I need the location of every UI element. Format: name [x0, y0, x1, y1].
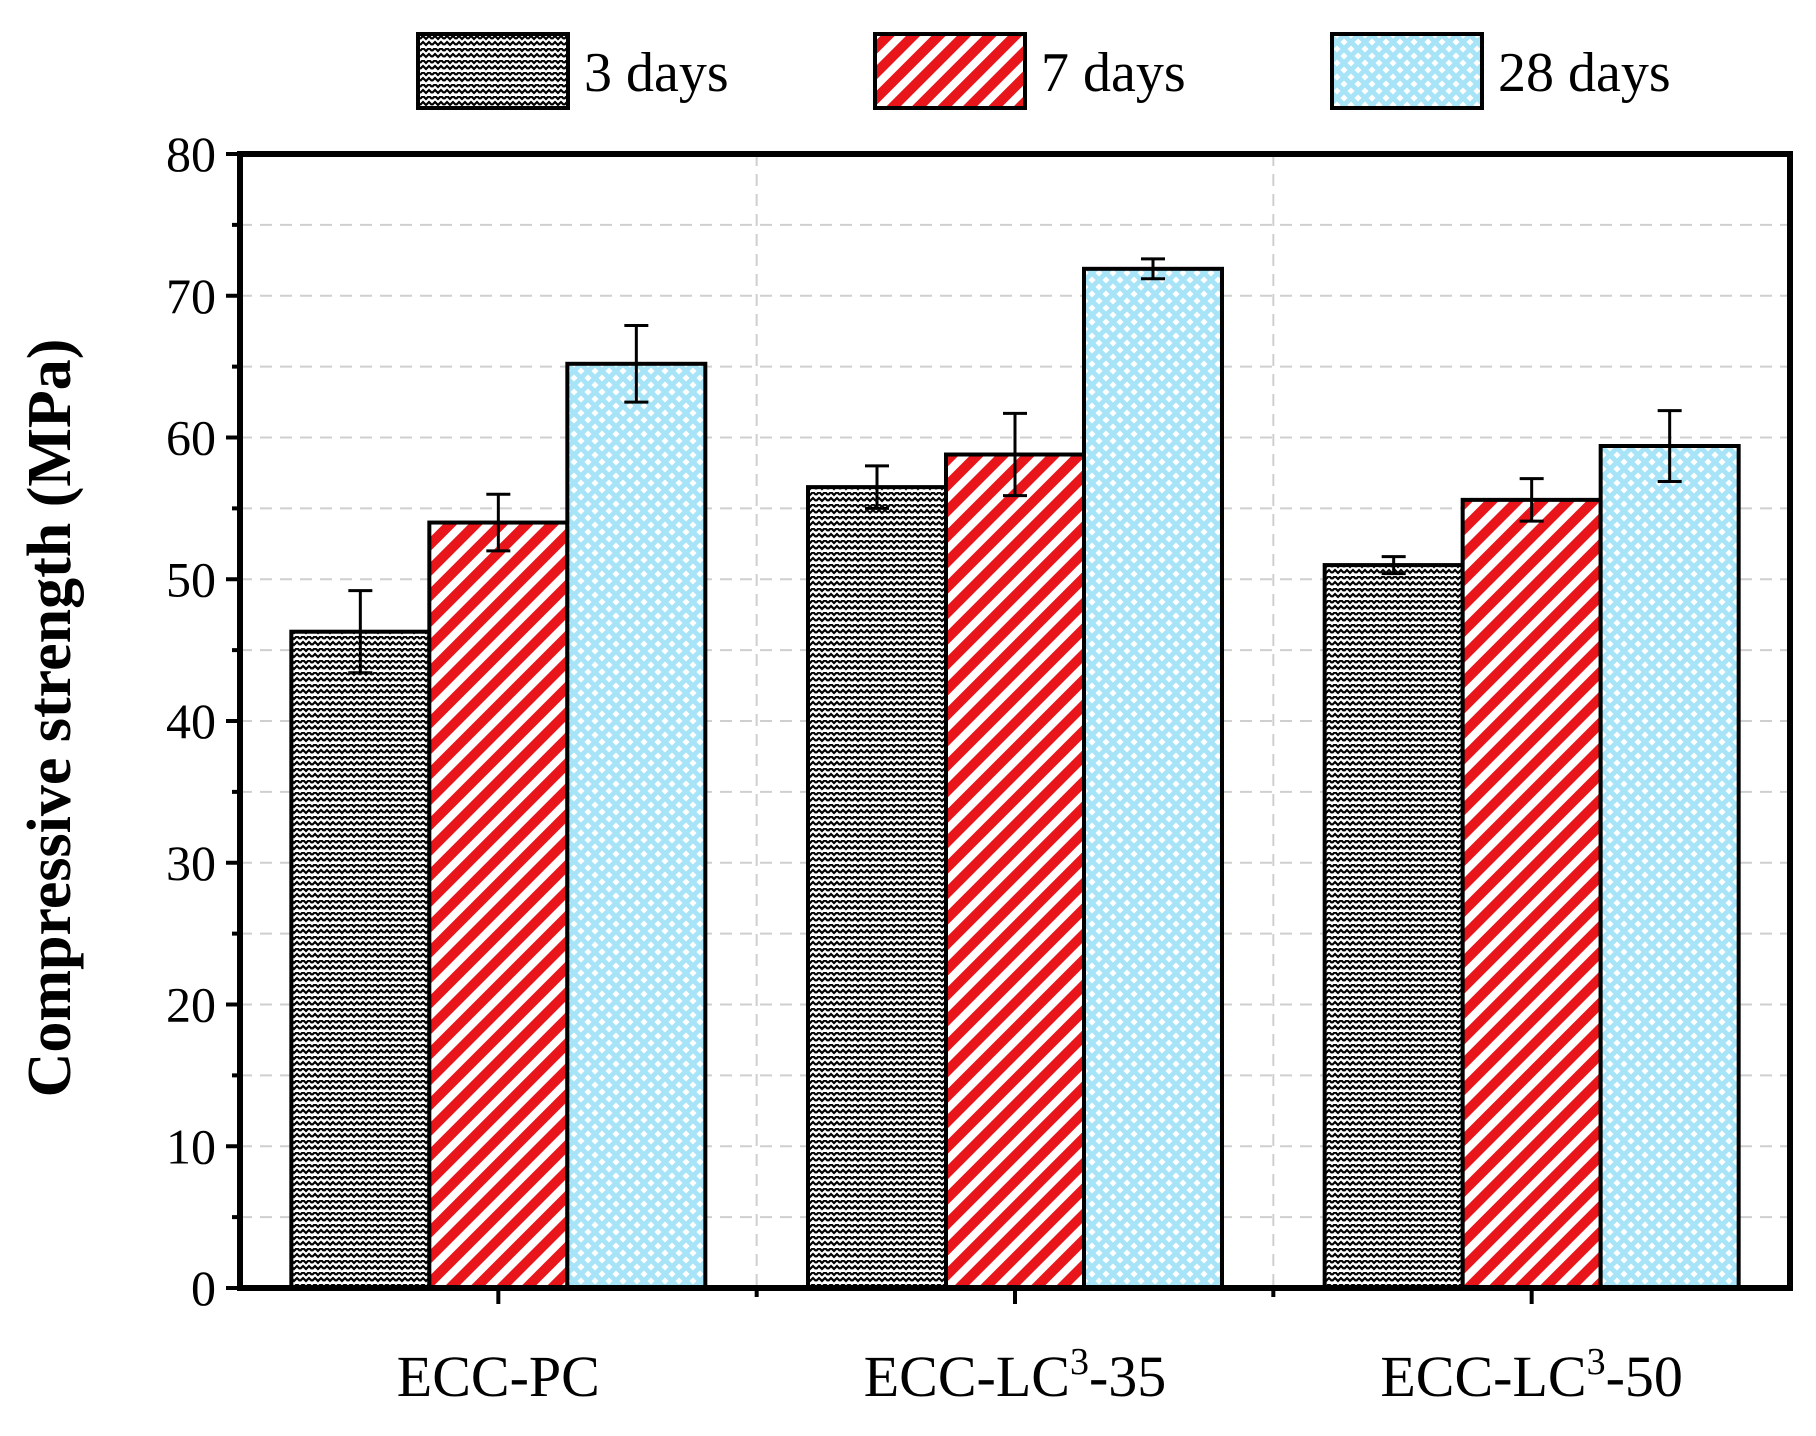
- bar: [1322, 563, 1465, 1290]
- legend-item: 28 days: [1330, 32, 1671, 110]
- x-category-label: ECC-LC3-35: [864, 1341, 1167, 1409]
- legend-label: 3 days: [584, 42, 729, 104]
- bar: [427, 520, 570, 1290]
- y-tick-label: 70: [166, 268, 216, 324]
- axes: 0 10 20 30 40 50 60 70 80 ECC-PC ECC-LC3-35 ECC-LC3…: [166, 126, 1793, 1409]
- legend: 3 days 7 days 28 days: [416, 32, 1671, 110]
- y-tick-label: 30: [166, 835, 216, 891]
- y-tick-label: 20: [166, 977, 216, 1033]
- y-tick-label: 50: [166, 551, 216, 607]
- y-tick-label: 80: [166, 126, 216, 182]
- y-tick-label: 40: [166, 693, 216, 749]
- bar: [944, 452, 1086, 1290]
- bar: [565, 361, 708, 1291]
- bar: [1460, 497, 1603, 1290]
- bar: [1598, 444, 1741, 1290]
- bars: [289, 257, 1741, 1291]
- y-tick-label: 10: [166, 1118, 216, 1174]
- bar: [289, 629, 432, 1290]
- legend-label: 7 days: [1041, 42, 1186, 104]
- bar: [1082, 266, 1224, 1290]
- y-axis-label: Compressive strength (MPa): [16, 339, 84, 1098]
- legend-swatch: [873, 32, 1027, 110]
- y-tick-label: 0: [191, 1260, 216, 1316]
- x-category-label: ECC-PC: [397, 1344, 600, 1409]
- legend-label: 28 days: [1498, 42, 1671, 104]
- legend-swatch: [416, 32, 570, 110]
- legend-item: 3 days: [416, 32, 729, 110]
- y-tick-label: 60: [166, 410, 216, 466]
- legend-item: 7 days: [873, 32, 1186, 110]
- legend-swatch: [1330, 32, 1484, 110]
- bar: [806, 485, 948, 1290]
- x-category-label: ECC-LC3-50: [1380, 1341, 1683, 1409]
